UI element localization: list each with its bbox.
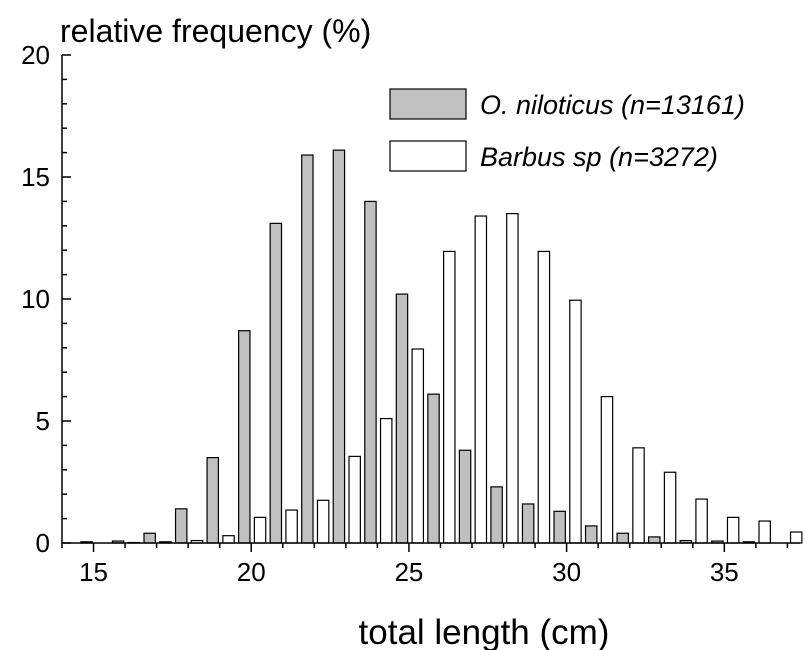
legend-label-2: Barbus sp (n=3272)	[480, 142, 718, 172]
bar-series1-x23	[332, 149, 346, 544]
axes-layer: 0 5 10 15 20 15 20 25 30 35	[21, 40, 800, 587]
legend-label-1: O. niloticus (n=13161)	[480, 90, 745, 120]
y-tick-label-15: 15	[21, 162, 50, 192]
bar-series1-x20	[238, 330, 251, 544]
bar-series2-x34	[695, 498, 708, 544]
bar-series1-x28	[490, 486, 503, 544]
x-tick-label-30: 30	[552, 557, 581, 587]
bar-series2-x29	[537, 250, 551, 544]
bar-series1-x33	[648, 536, 661, 544]
bar-series1-x18	[174, 508, 188, 544]
bars-layer	[80, 149, 803, 544]
legend-swatch-1	[389, 88, 467, 120]
bar-series2-x25	[411, 348, 425, 544]
bar-series2-x28	[506, 213, 519, 544]
bar-series2-x24	[379, 417, 393, 544]
bar-series1-x31	[584, 525, 598, 544]
bar-series2-x36	[758, 520, 771, 544]
bar-series2-x30	[569, 299, 582, 544]
bar-series2-x21	[285, 509, 298, 544]
bar-series2-x32	[632, 447, 645, 544]
y-tick-label-20: 20	[21, 40, 50, 70]
bar-series1-x21	[269, 222, 283, 544]
x-axis-label: total length (cm)	[359, 613, 610, 650]
bar-series1-x27	[458, 449, 472, 544]
x-tick-label-20: 20	[237, 557, 266, 587]
x-tick-label-25: 25	[394, 557, 423, 587]
bar-series1-x25	[395, 293, 409, 544]
legend-swatch-2	[389, 140, 467, 172]
bar-series2-x37	[789, 531, 803, 544]
bar-series2-x31	[600, 396, 614, 544]
y-tick-label-5: 5	[36, 406, 50, 436]
bar-series1-x26	[427, 393, 440, 544]
x-tick-label-15: 15	[79, 557, 108, 587]
bar-series1-x24	[364, 200, 377, 544]
bar-series1-x22	[301, 154, 314, 544]
x-tick-label-35: 35	[710, 557, 739, 587]
bar-series1-x32	[616, 532, 630, 544]
bar-series2-x26	[443, 250, 456, 544]
bar-series2-x27	[474, 215, 488, 544]
bar-series2-x22	[316, 499, 330, 544]
bar-series2-x20	[253, 516, 267, 544]
bar-series2-x19	[222, 535, 235, 544]
bar-series1-x30	[553, 510, 566, 544]
legend: O. niloticus (n=13161) Barbus sp (n=3272)	[389, 88, 745, 172]
y-tick-label-0: 0	[36, 528, 50, 558]
bar-series2-x23	[348, 455, 361, 544]
bar-series1-x19	[206, 457, 220, 544]
y-tick-label-10: 10	[21, 284, 50, 314]
bar-series1-x17	[143, 532, 156, 544]
bar-series2-x35	[726, 516, 740, 544]
chart-title: relative frequency (%)	[60, 13, 371, 49]
bar-series1-x29	[521, 503, 535, 544]
bar-series2-x33	[663, 471, 677, 544]
